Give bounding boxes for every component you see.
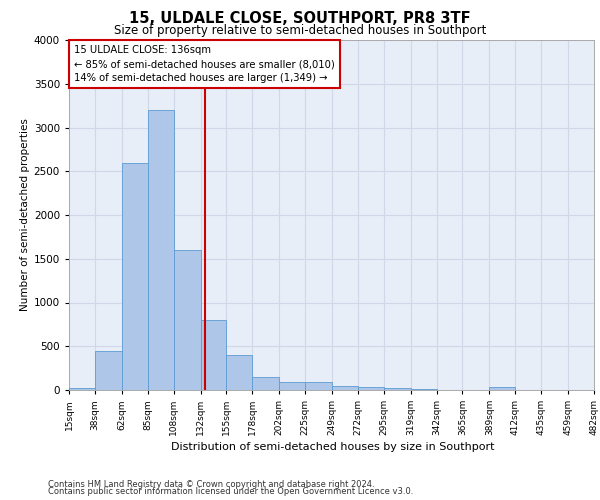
Bar	[384, 388, 411, 390]
Bar	[305, 382, 332, 390]
Text: 15 ULDALE CLOSE: 136sqm
← 85% of semi-detached houses are smaller (8,010)
14% of: 15 ULDALE CLOSE: 136sqm ← 85% of semi-de…	[74, 46, 335, 84]
Bar	[411, 389, 437, 390]
Bar	[490, 386, 515, 390]
Text: Distribution of semi-detached houses by size in Southport: Distribution of semi-detached houses by …	[171, 442, 495, 452]
Text: Contains HM Land Registry data © Crown copyright and database right 2024.: Contains HM Land Registry data © Crown c…	[48, 480, 374, 489]
Text: Size of property relative to semi-detached houses in Southport: Size of property relative to semi-detach…	[114, 24, 486, 37]
Bar	[69, 388, 95, 390]
Bar	[122, 162, 148, 390]
Bar	[358, 388, 384, 390]
Bar	[95, 350, 122, 390]
Bar	[332, 386, 358, 390]
Text: 15, ULDALE CLOSE, SOUTHPORT, PR8 3TF: 15, ULDALE CLOSE, SOUTHPORT, PR8 3TF	[129, 11, 471, 26]
Bar	[148, 110, 173, 390]
Text: Contains public sector information licensed under the Open Government Licence v3: Contains public sector information licen…	[48, 487, 413, 496]
Bar	[226, 355, 252, 390]
Bar	[279, 382, 305, 390]
Bar	[252, 377, 279, 390]
Y-axis label: Number of semi-detached properties: Number of semi-detached properties	[20, 118, 29, 312]
Bar	[200, 320, 226, 390]
Bar	[173, 250, 200, 390]
